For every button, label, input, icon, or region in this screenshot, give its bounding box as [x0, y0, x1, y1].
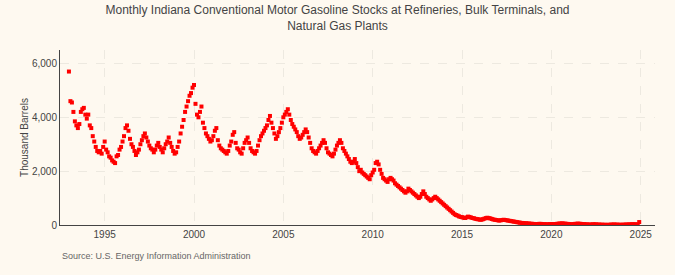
- svg-text:Thousand Barrels: Thousand Barrels: [19, 98, 30, 177]
- svg-text:0: 0: [51, 220, 57, 231]
- svg-text:2000: 2000: [183, 229, 206, 240]
- svg-text:Monthly Indiana Conventional M: Monthly Indiana Conventional Motor Gasol…: [105, 3, 569, 33]
- svg-text:6,000: 6,000: [32, 58, 57, 69]
- svg-text:4,000: 4,000: [32, 112, 57, 123]
- svg-text:2015: 2015: [451, 229, 474, 240]
- svg-text:2010: 2010: [362, 229, 385, 240]
- svg-text:1995: 1995: [94, 229, 117, 240]
- svg-text:2025: 2025: [630, 229, 653, 240]
- svg-text:2,000: 2,000: [32, 166, 57, 177]
- svg-text:2020: 2020: [540, 229, 563, 240]
- svg-text:2005: 2005: [272, 229, 295, 240]
- svg-text:Source: U.S. Energy Informatio: Source: U.S. Energy Information Administ…: [62, 251, 251, 261]
